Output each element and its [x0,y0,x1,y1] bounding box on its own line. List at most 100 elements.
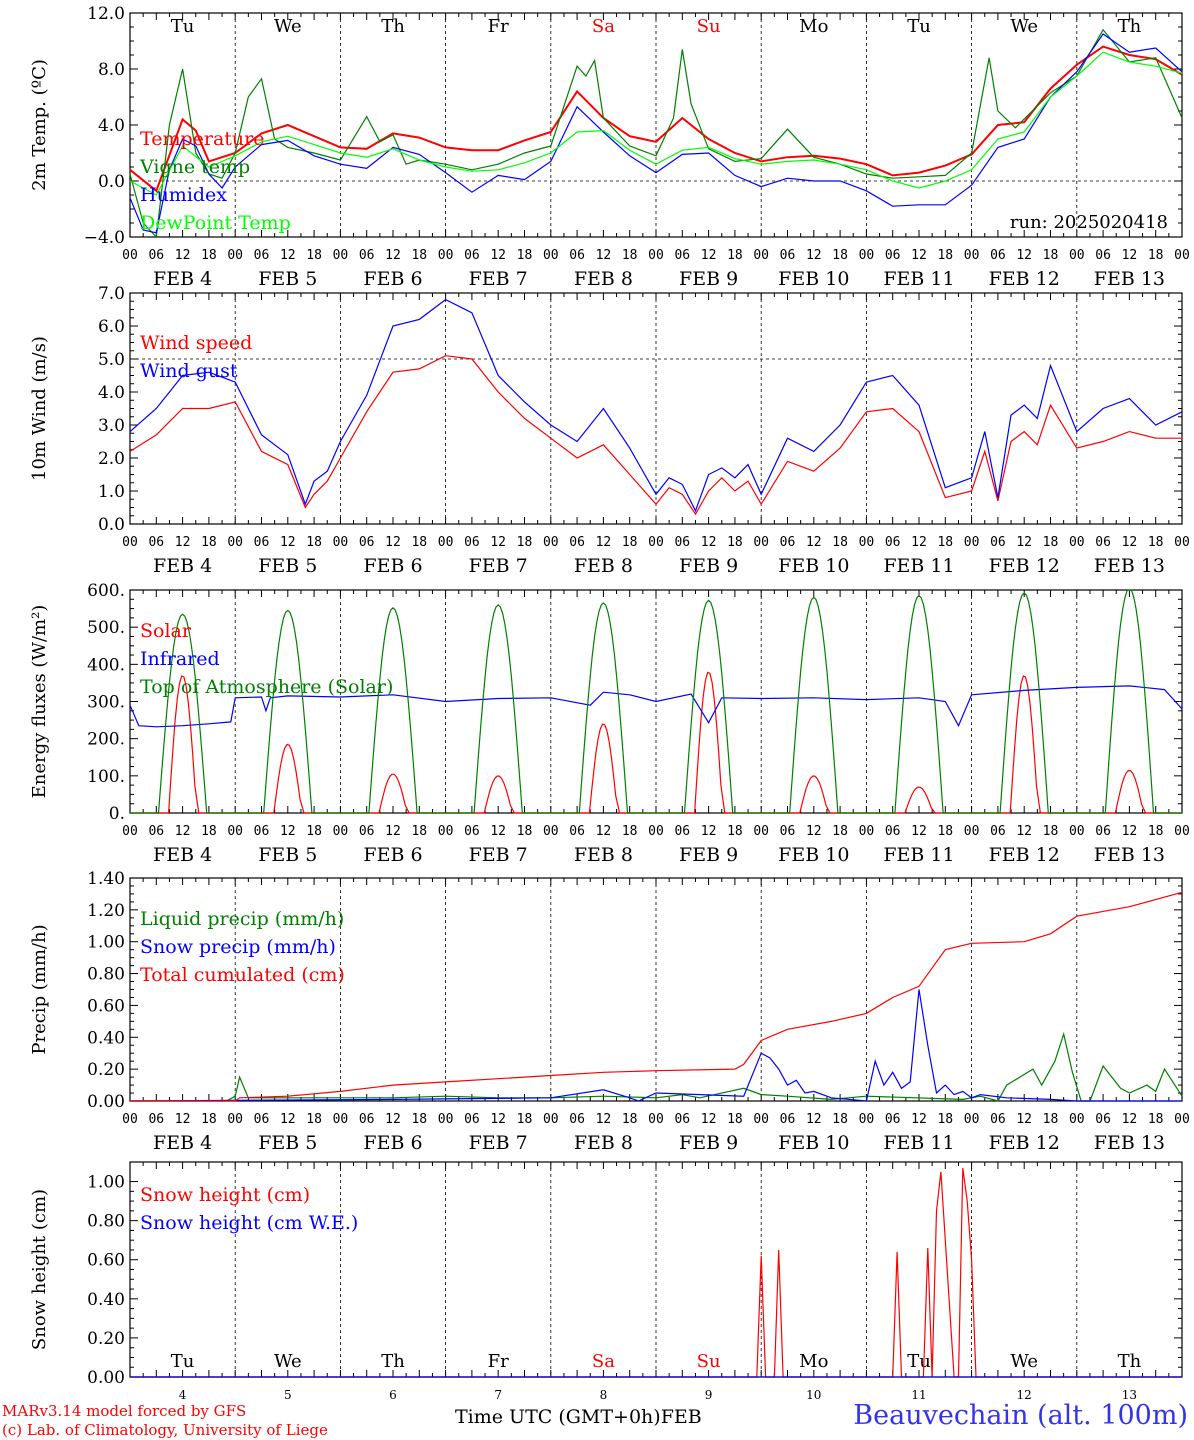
hour-label: 18 [727,248,743,263]
hour-label: 12 [596,1112,612,1127]
hour-label: 12 [701,535,717,550]
hour-label: 06 [674,535,690,550]
series-line-wind-gust [129,298,1183,513]
hour-label: 12 [1016,248,1032,263]
date-number-label: 5 [284,1388,292,1402]
date-label: FEB 10 [778,555,849,577]
y-tick-label: 2.0 [98,449,125,469]
date-label: FEB 5 [258,555,317,577]
panel-1: 12.0 8.0 4.0 0.0 −4.0 2m Temp. (ºC) Tu We Th Fr Sa… [29,4,1190,290]
hour-label: 00 [1174,535,1190,550]
y-tick-label: 400. [87,655,125,675]
hour-label: 12 [911,248,927,263]
weekday-label: Sa [592,16,615,37]
hour-label: 06 [990,1112,1006,1127]
hour-label: 06 [254,1112,270,1127]
x-axis-month: FEB [660,1406,702,1428]
y-tick-label: 0.00 [87,1092,125,1112]
hour-label: 00 [753,824,769,839]
hour-label: 12 [701,1112,717,1127]
hour-label: 06 [780,1112,796,1127]
hour-label: 06 [569,248,585,263]
hour-label: 12 [175,1112,191,1127]
y-tick-label: 0. [109,804,125,824]
hour-label: 18 [411,824,427,839]
hour-label: 12 [490,248,506,263]
date-label: FEB 7 [469,1132,528,1154]
date-label: FEB 11 [883,268,954,290]
series-line-snow-precip-mm-h [129,989,1182,1102]
hour-label: 06 [359,535,375,550]
hour-label: 18 [832,1112,848,1127]
hour-label: 06 [674,1112,690,1127]
weekday-label: Mo [799,1351,828,1372]
hour-label: 06 [674,824,690,839]
weekday-label: Su [697,1351,721,1372]
hour-label: 18 [622,248,638,263]
hour-label: 06 [148,1112,164,1127]
legend-entry: Infrared [140,648,220,670]
date-label: FEB 5 [258,268,317,290]
hour-label: 12 [280,824,296,839]
hour-label: 12 [385,535,401,550]
hour-label: 12 [280,535,296,550]
y-tick-label: 1.00 [87,933,125,953]
date-label: FEB 12 [989,1132,1060,1154]
hour-label: 12 [911,535,927,550]
hour-label: 06 [569,824,585,839]
date-number-label: 12 [1017,1388,1032,1402]
hour-label: 00 [1069,248,1085,263]
hour-label: 18 [937,1112,953,1127]
hour-label: 00 [753,535,769,550]
legend-entry: DewPoint Temp [140,212,291,234]
hour-label: 00 [648,248,664,263]
hour-label: 18 [622,535,638,550]
hour-label: 00 [859,1112,875,1127]
hour-label: 12 [175,248,191,263]
hour-label: 00 [964,1112,980,1127]
hour-label: 12 [490,1112,506,1127]
date-label: FEB 7 [469,268,528,290]
hour-label: 18 [832,824,848,839]
hour-label: 12 [385,248,401,263]
y-tick-label: 500. [87,618,125,638]
hour-label: 12 [280,1112,296,1127]
hour-label: 18 [1148,824,1164,839]
y-tick-label: 1.20 [87,901,125,921]
panel-5: 1.00 0.80 0.60 0.40 0.20 0.00 Snow height (cm)… [29,1161,1183,1402]
hour-label: 18 [306,535,322,550]
hour-label: 12 [1122,824,1138,839]
hour-label: 18 [1043,1112,1059,1127]
hour-label: 00 [333,824,349,839]
hour-label: 18 [832,535,848,550]
date-number-label: 9 [705,1388,713,1402]
hour-label: 18 [517,1112,533,1127]
y-axis-label: 2m Temp. (ºC) [29,59,50,191]
hour-label: 18 [727,824,743,839]
hour-label: 00 [438,535,454,550]
hour-label: 18 [517,824,533,839]
series-line-top-of-atmosphere-solar [130,589,1182,814]
y-tick-label: 4.0 [98,116,125,136]
hour-label: 12 [596,248,612,263]
y-tick-label: 100. [87,767,125,787]
hour-label: 00 [859,535,875,550]
y-axis-label: Precip (mm/h) [29,924,50,1054]
hour-label: 18 [1148,248,1164,263]
y-tick-label: 1.0 [98,482,125,502]
hour-label: 06 [464,1112,480,1127]
hour-label: 12 [385,824,401,839]
station-name: Beauvechain (alt. 100m) [853,1400,1188,1431]
date-label: FEB 11 [883,1132,954,1154]
legend-entry: Total cumulated (cm) [140,964,345,986]
date-label: FEB 7 [469,555,528,577]
hour-label: 18 [1148,1112,1164,1127]
hour-label: 12 [596,824,612,839]
y-tick-label: 8.0 [98,60,125,80]
y-tick-label: 12.0 [87,4,125,24]
series-line-total-cumulated-cm [130,891,1183,1102]
date-label: FEB 12 [989,844,1060,866]
series-line-liquid-precip-mm-h [130,1031,1183,1102]
hour-label: 18 [411,1112,427,1127]
hour-label: 00 [543,824,559,839]
